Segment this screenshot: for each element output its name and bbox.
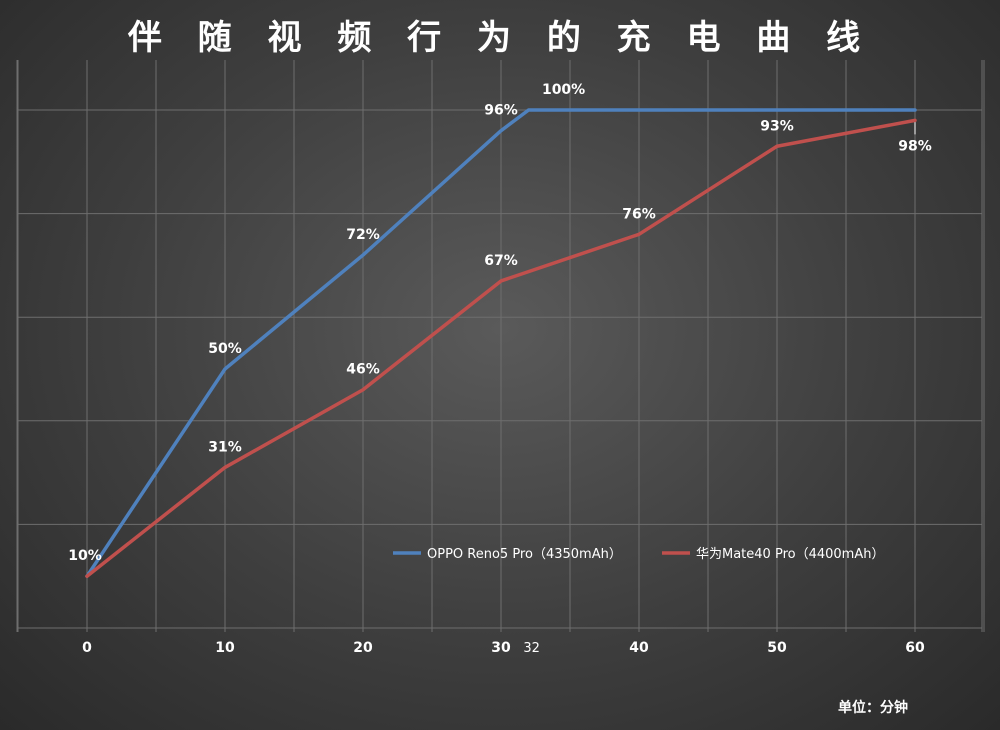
data-label: 50% (208, 341, 242, 357)
legend-label: 华为Mate40 Pro（4400mAh） (696, 547, 884, 562)
data-label: 31% (208, 439, 242, 455)
unit-label: 单位：分钟 (838, 700, 908, 716)
data-label: 98% (898, 138, 932, 154)
data-label: 93% (760, 118, 794, 134)
legend-label: OPPO Reno5 Pro（4350mAh） (427, 547, 622, 562)
data-label: 10% (68, 548, 102, 564)
x-tick-label: 60 (905, 640, 925, 656)
data-label: 46% (346, 362, 380, 378)
series-line-1 (85, 118, 917, 578)
x-tick-label: 20 (353, 640, 373, 656)
data-label: 100% (542, 82, 585, 98)
x-tick-label: 10 (215, 640, 235, 656)
data-label: 76% (622, 206, 656, 222)
x-tick-label: 50 (767, 640, 787, 656)
x-tick-label: 30 (491, 640, 511, 656)
data-label: 72% (346, 227, 380, 243)
data-label: 67% (484, 253, 518, 269)
x-tick-label: 0 (82, 640, 92, 656)
x-tick-label: 32 (523, 641, 540, 656)
x-tick-label: 40 (629, 640, 649, 656)
data-label: 96% (484, 103, 518, 119)
series-line-0 (85, 108, 917, 578)
chart-title: 伴 随 视 频 行 为 的 充 电 曲 线 (127, 18, 873, 58)
